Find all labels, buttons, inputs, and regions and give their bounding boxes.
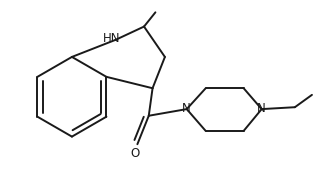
- Text: O: O: [130, 147, 139, 160]
- Text: HN: HN: [103, 32, 121, 45]
- Text: N: N: [182, 102, 191, 115]
- Text: N: N: [257, 102, 266, 115]
